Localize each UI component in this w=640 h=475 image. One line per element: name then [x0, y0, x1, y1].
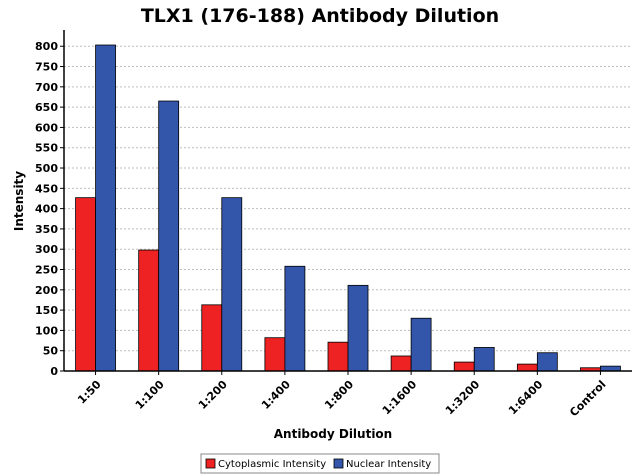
y-tick-label: 400	[35, 203, 58, 216]
y-tick-label: 600	[35, 121, 58, 134]
bar-cytoplasmic	[264, 337, 286, 372]
y-tick-label: 300	[35, 243, 58, 256]
bar-cytoplasmic	[138, 249, 160, 372]
bar-cytoplasmic	[516, 363, 538, 372]
bar-cytoplasmic	[453, 361, 475, 372]
y-tick-label: 150	[35, 304, 58, 317]
bar-nuclear	[473, 347, 495, 372]
bar-cytoplasmic	[201, 304, 223, 372]
y-tick-label: 100	[35, 324, 58, 337]
y-tick-label: 650	[35, 101, 58, 114]
chart-title: TLX1 (176-188) Antibody Dilution	[141, 5, 499, 27]
x-tick-label: 1:1600	[380, 378, 420, 418]
y-tick-label: 50	[43, 345, 59, 358]
bar-cytoplasmic	[390, 355, 412, 372]
legend-label-cytoplasmic: Cytoplasmic Intensity	[218, 459, 326, 470]
x-tick-label: 1:800	[322, 378, 356, 412]
bar-nuclear	[536, 352, 558, 372]
bar-nuclear	[347, 284, 369, 372]
x-tick-label: 1:400	[259, 378, 293, 412]
legend-label-nuclear: Nuclear Intensity	[346, 459, 431, 470]
bar-nuclear	[284, 265, 306, 372]
y-axis-label: Intensity	[12, 171, 26, 231]
x-axis-label: Antibody Dilution	[274, 427, 392, 441]
bar-nuclear	[158, 100, 180, 372]
bar-cytoplasmic	[327, 341, 349, 372]
y-tick-label: 450	[35, 182, 58, 195]
x-tick-label: Control	[567, 378, 608, 419]
x-tick-label: 1:50	[75, 378, 104, 407]
y-tick-label: 800	[35, 40, 58, 53]
y-tick-label: 200	[35, 284, 58, 297]
y-tick-label: 750	[35, 61, 58, 74]
bar-cytoplasmic	[75, 197, 96, 372]
bars	[75, 44, 621, 372]
y-tick-label: 0	[50, 365, 58, 378]
y-tick-label: 350	[35, 223, 58, 236]
x-tick-label: 1:200	[196, 378, 230, 412]
bar-nuclear	[95, 44, 116, 372]
x-tick-label: 1:100	[133, 378, 167, 412]
y-tick-label: 250	[35, 264, 58, 277]
legend-box	[200, 453, 440, 474]
y-tick-label: 550	[35, 142, 58, 155]
y-tick-label: 500	[35, 162, 58, 175]
x-tick-label: 1:3200	[443, 378, 483, 418]
legend: Cytoplasmic Intensity Nuclear Intensity	[200, 453, 440, 474]
y-tick-label: 700	[35, 81, 58, 94]
x-tick-label: 1:6400	[506, 378, 546, 418]
legend-swatch-nuclear	[333, 458, 344, 469]
bar-nuclear	[221, 197, 243, 372]
legend-swatch-cytoplasmic	[205, 458, 216, 469]
x-axis: 1:50 1:100 1:200 1:400 1:800 1:1600 1:3200 1:64…	[64, 370, 632, 419]
bar-nuclear	[410, 317, 432, 372]
y-axis: 0 50 100 150 200 250 300 350 400 450 500 550 600 650 7…	[35, 30, 65, 378]
